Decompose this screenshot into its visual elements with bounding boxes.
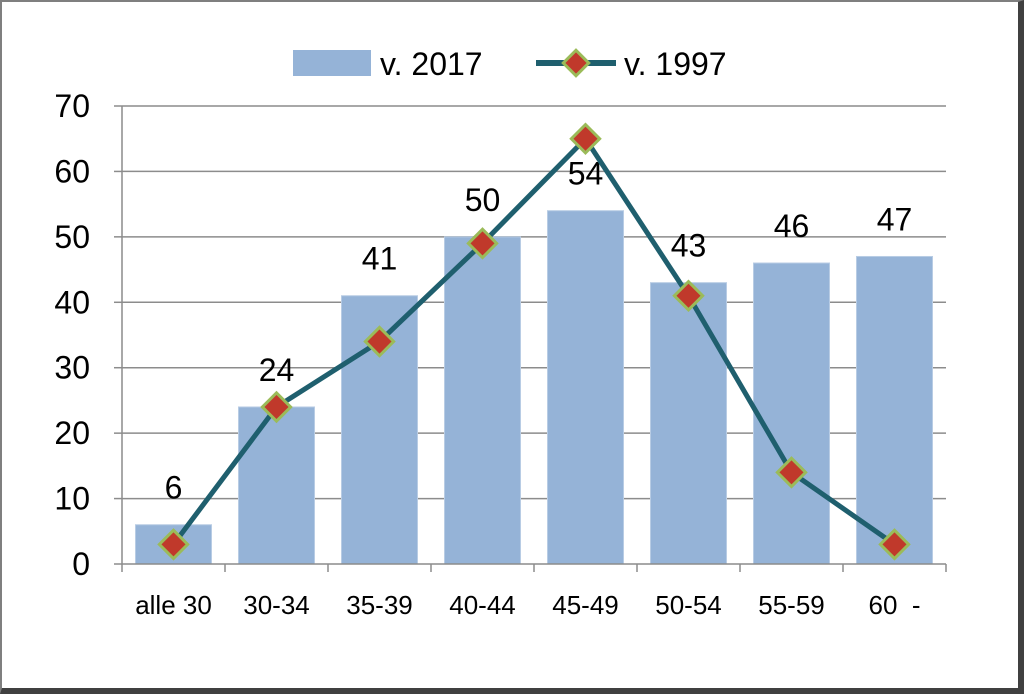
y-tick-label: 70 xyxy=(54,88,90,124)
bar-data-label: 43 xyxy=(671,228,707,264)
bar-data-label: 46 xyxy=(774,208,810,244)
x-tick-label: 60 - xyxy=(868,590,920,620)
bar xyxy=(444,236,521,565)
x-tick-label: 55-59 xyxy=(758,590,825,620)
line-marker xyxy=(672,279,705,313)
bar xyxy=(856,255,933,565)
x-tick-label: alle 30 xyxy=(135,590,212,620)
bar xyxy=(650,282,727,565)
bar-data-label: 50 xyxy=(465,182,501,218)
bar-data-label: 54 xyxy=(568,156,604,192)
x-tick-label: 40-44 xyxy=(449,590,516,620)
x-tick-label: 35-39 xyxy=(346,590,413,620)
legend-label-line: v. 1997 xyxy=(624,46,727,82)
y-axis-tick-labels: 0 10 20 30 40 50 60 70 xyxy=(54,88,90,582)
y-tick-label: 20 xyxy=(54,415,90,451)
legend-label-bar: v. 2017 xyxy=(380,46,483,82)
legend-swatch-marker xyxy=(561,48,591,78)
bar xyxy=(547,210,624,565)
y-tick-label: 30 xyxy=(54,350,90,386)
x-axis xyxy=(114,105,947,572)
bar xyxy=(753,262,830,565)
bar-data-label: 24 xyxy=(259,352,295,388)
line-series xyxy=(157,122,911,561)
x-axis-tick-labels: alle 30 30-34 35-39 40-44 45-49 50-54 55-59 60 … xyxy=(135,590,920,620)
y-tick-label: 50 xyxy=(54,219,90,255)
legend: v. 2017 v. 1997 xyxy=(293,46,727,82)
line-marker xyxy=(157,528,190,561)
line-marker xyxy=(363,325,396,358)
line-marker xyxy=(260,390,293,424)
bars xyxy=(135,210,933,565)
x-tick-label: 30-34 xyxy=(243,590,310,620)
legend-swatch-bar xyxy=(293,50,371,76)
y-tick-label: 0 xyxy=(72,546,90,582)
x-tick-label: 45-49 xyxy=(552,590,619,620)
data-labels: 6 24 41 50 54 43 46 47 xyxy=(165,156,913,506)
line-marker xyxy=(775,456,808,489)
x-tick-label: 50-54 xyxy=(655,590,722,620)
series-line xyxy=(171,136,896,547)
line-marker xyxy=(878,528,911,561)
y-tick-label: 40 xyxy=(54,284,90,320)
bar-data-label: 47 xyxy=(877,201,913,237)
y-tick-label: 10 xyxy=(54,481,90,517)
bar-data-label: 6 xyxy=(165,470,183,506)
bar xyxy=(238,406,315,565)
line-marker xyxy=(569,122,602,155)
bar-data-label: 41 xyxy=(362,241,398,277)
line-marker xyxy=(466,227,499,260)
y-tick-label: 60 xyxy=(54,153,90,189)
